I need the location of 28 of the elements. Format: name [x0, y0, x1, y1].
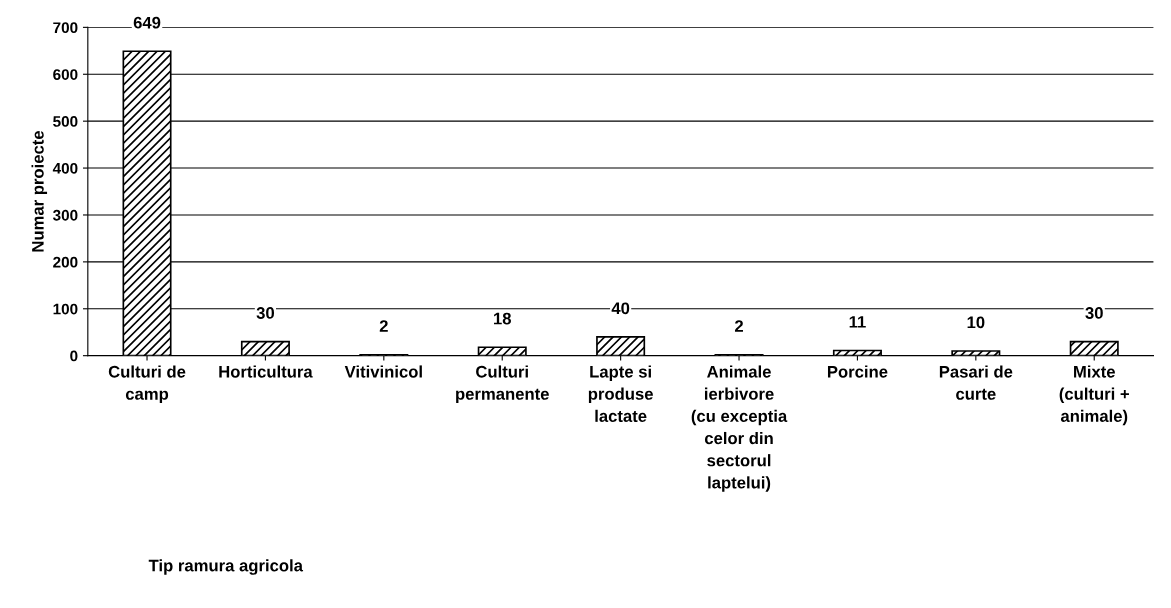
data-label: 40 — [611, 302, 630, 315]
y-tick-label: 300 — [52, 209, 78, 221]
x-tick-label: Vitivinicol — [344, 365, 422, 378]
y-tick-label: 400 — [52, 162, 78, 174]
y-tick-label: 100 — [53, 303, 78, 315]
x-tick-label: Culturi de camp — [108, 365, 186, 404]
data-label: 18 — [494, 312, 511, 325]
data-label: 11 — [849, 316, 866, 328]
x-axis-title: Tip ramura agricola — [148, 559, 304, 575]
y-tick-label: 600 — [53, 69, 78, 80]
x-tick-label: Horticultura — [219, 365, 313, 378]
x-tick-label: Lapte si produse lactate — [588, 365, 653, 422]
y-tick-label: 0 — [70, 350, 78, 362]
data-label: 2 — [734, 320, 743, 332]
y-tick-label: 500 — [53, 116, 78, 127]
data-label: 30 — [256, 307, 275, 319]
y-tick-label: 200 — [53, 256, 78, 268]
data-label: 2 — [379, 320, 388, 332]
data-label: 30 — [1085, 307, 1103, 319]
x-tick-label: Culturi permanente — [456, 365, 549, 404]
x-tick-label: Animale ierbivore (cu exceptia celor din sectorul laptelui) — [691, 365, 788, 492]
x-tick-label: Pasari de curte — [939, 365, 1013, 400]
x-tick-label: Porcine — [827, 365, 888, 378]
y-axis-title: Numar proiecte — [31, 130, 48, 252]
x-tick-label: Mixte (culturi + animale) — [1059, 365, 1129, 426]
data-label: 649 — [133, 16, 161, 29]
data-label: 10 — [967, 316, 985, 329]
y-tick-label: 700 — [53, 22, 78, 34]
